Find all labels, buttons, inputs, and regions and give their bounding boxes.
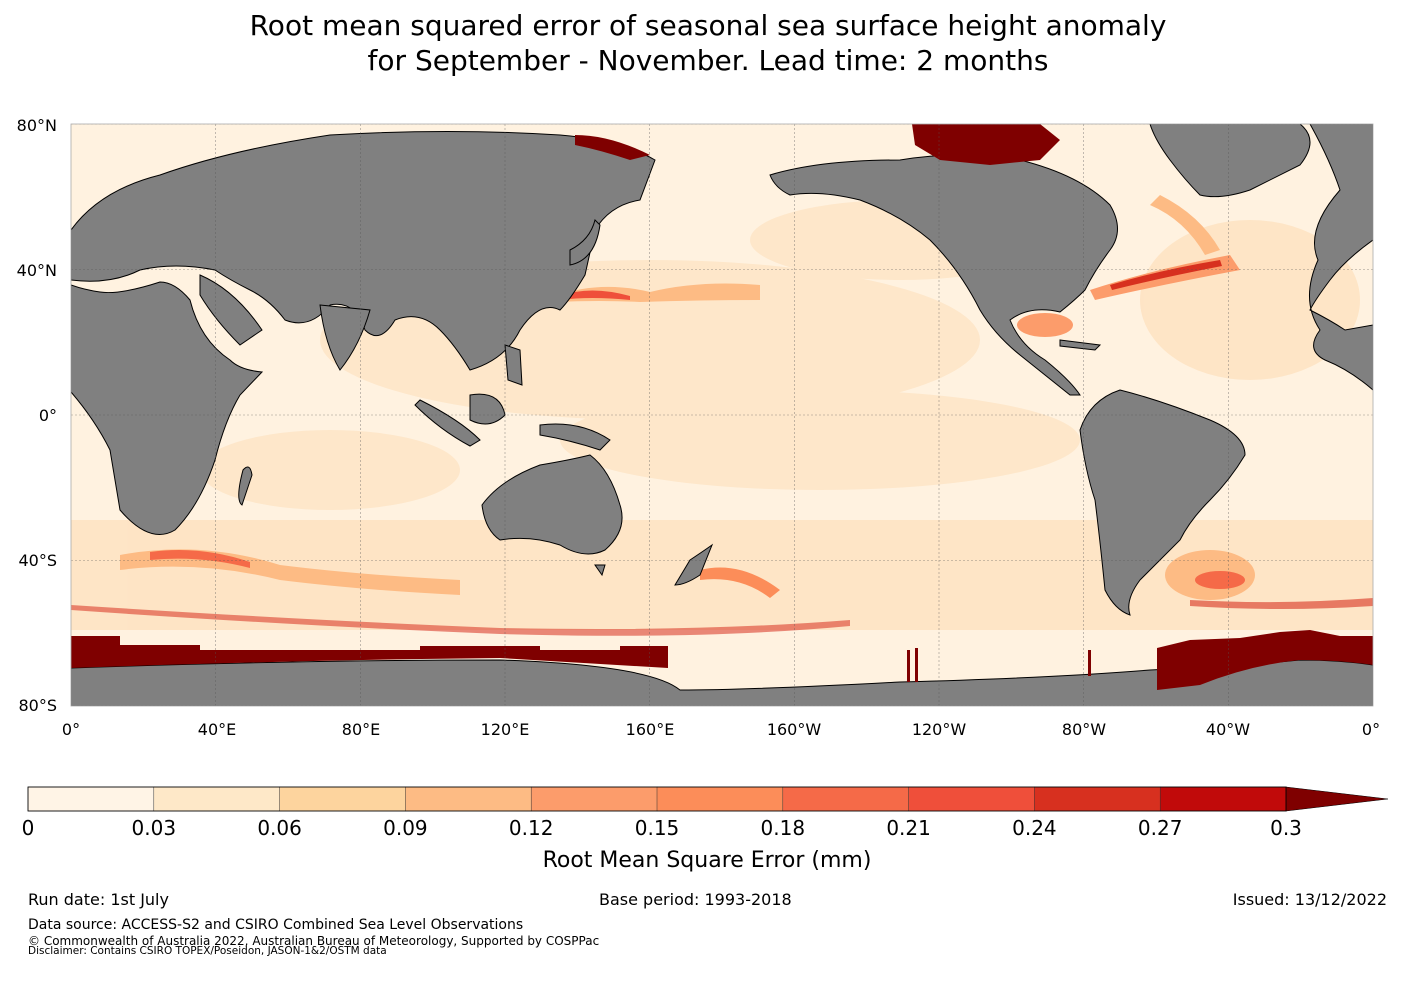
siberian-coast xyxy=(575,135,650,160)
australia xyxy=(481,454,623,555)
colorbar-segment xyxy=(279,786,407,812)
base-period: Base period: 1993-2018 xyxy=(599,890,792,909)
lon-label: 80°E xyxy=(342,720,380,739)
lon-label: 40°W xyxy=(1206,720,1250,739)
philippines xyxy=(504,344,523,386)
lon-label: 0° xyxy=(1362,720,1380,739)
colorbar-segment xyxy=(1034,786,1161,812)
japan xyxy=(569,219,601,266)
high-error-zones xyxy=(71,124,1373,690)
colorbar-tick-label: 0 xyxy=(22,816,35,840)
lat-labels: 80°N 40°N 0° 40°S 80°S xyxy=(17,116,57,715)
colorbar-segment xyxy=(908,786,1036,812)
lon-label: 0° xyxy=(62,720,80,739)
tasmania xyxy=(594,564,606,577)
lon-label: 120°W xyxy=(912,720,967,739)
new-zealand xyxy=(674,543,714,586)
disclaimer: Disclaimer: Contains CSIRO TOPEX/Poseido… xyxy=(28,945,387,957)
colorbar-segments xyxy=(27,786,1287,812)
south-america xyxy=(1079,389,1246,616)
labrador-band xyxy=(1150,195,1220,255)
colorbar-segment xyxy=(153,786,281,812)
colorbar-tick-label: 0.03 xyxy=(132,816,177,840)
greenland xyxy=(1149,124,1311,198)
lon-label: 80°W xyxy=(1062,720,1106,739)
colorbar-segment xyxy=(782,786,910,812)
map-border xyxy=(70,123,1374,707)
colorbar-tick-label: 0.06 xyxy=(257,816,302,840)
sumatra-borneo xyxy=(414,399,481,447)
title-line-2: for September - November. Lead time: 2 m… xyxy=(367,44,1049,77)
colorbar-tick-label: 0.12 xyxy=(509,816,554,840)
new-guinea xyxy=(539,423,611,451)
colorbar-tick-label: 0.15 xyxy=(635,816,680,840)
india xyxy=(319,304,371,371)
landmasses xyxy=(71,124,1373,706)
map-area xyxy=(71,124,1373,706)
gridlines xyxy=(71,124,1373,706)
chart-title: Root mean squared error of seasonal sea … xyxy=(0,8,1416,78)
colorbar-tick-label: 0.18 xyxy=(761,816,806,840)
colorbar-ticks: 0 0.03 0.06 0.09 0.12 0.15 0.18 0.21 0.24 0.27 0.3 xyxy=(22,816,1302,840)
north-atlantic-band xyxy=(1140,220,1360,380)
issued-date: Issued: 13/12/2022 xyxy=(1232,890,1387,909)
colorbar-segment xyxy=(27,786,155,812)
new-zealand-spot xyxy=(700,567,780,598)
title-line-1: Root mean squared error of seasonal sea … xyxy=(249,9,1167,42)
arctic-archipelago xyxy=(912,124,1060,165)
data-source: Data source: ACCESS-S2 and CSIRO Combine… xyxy=(28,917,524,933)
colorbar-tick-label: 0.3 xyxy=(1270,816,1302,840)
run-date: Run date: 1st July xyxy=(28,890,169,909)
colorbar: 0 0.03 0.06 0.09 0.12 0.15 0.18 0.21 0.24 0.27 0.3… xyxy=(22,786,1389,873)
agulhas-core xyxy=(150,549,250,568)
copyright: © Commonwealth of Australia 2022, Austra… xyxy=(28,934,600,948)
eurasia xyxy=(71,131,656,371)
europe-east-atlantic xyxy=(1309,124,1373,391)
lat-label: 40°N xyxy=(17,261,57,280)
colorbar-extend-arrow xyxy=(1285,786,1389,812)
antarctic-shelf-indian xyxy=(71,636,668,668)
colorbar-label: Root Mean Square Error (mm) xyxy=(543,848,872,873)
colorbar-segment xyxy=(530,786,658,812)
colorbar-segment xyxy=(656,786,784,812)
lat-label: 0° xyxy=(39,406,57,425)
africa xyxy=(71,281,264,535)
acc-atlantic-band xyxy=(1190,598,1373,609)
cuba xyxy=(1059,339,1102,351)
equatorial-pacific-band xyxy=(560,390,1080,490)
kuroshio-core xyxy=(560,290,630,300)
acc-dotted-band xyxy=(71,605,850,636)
lat-label: 80°S xyxy=(18,696,57,715)
lon-label: 160°E xyxy=(626,720,675,739)
lat-label: 80°N xyxy=(17,116,57,135)
brazil-malvinas-core xyxy=(1195,571,1245,589)
gulf-of-mexico-spot xyxy=(1017,313,1073,337)
colorbar-tick-label: 0.24 xyxy=(1012,816,1057,840)
gulf-stream-core xyxy=(1110,260,1222,290)
colorbar-segment xyxy=(405,786,532,812)
colorbar-tick-label: 0.27 xyxy=(1138,816,1183,840)
lon-label: 40°E xyxy=(198,720,236,739)
weddell-zone xyxy=(1157,630,1373,690)
colorbar-tick-label: 0.09 xyxy=(383,816,428,840)
indian-ocean-band xyxy=(200,430,460,510)
colorbar-frame xyxy=(27,786,1287,812)
colorbar-tick-label: 0.21 xyxy=(886,816,931,840)
lon-labels: 0° 40°E 80°E 120°E 160°E 160°W 120°W 80°… xyxy=(62,720,1380,739)
madagascar xyxy=(238,466,253,506)
lon-label: 160°W xyxy=(767,720,822,739)
colorbar-segment xyxy=(1159,786,1287,812)
lat-label: 40°S xyxy=(18,551,57,570)
lon-label: 120°E xyxy=(481,720,530,739)
